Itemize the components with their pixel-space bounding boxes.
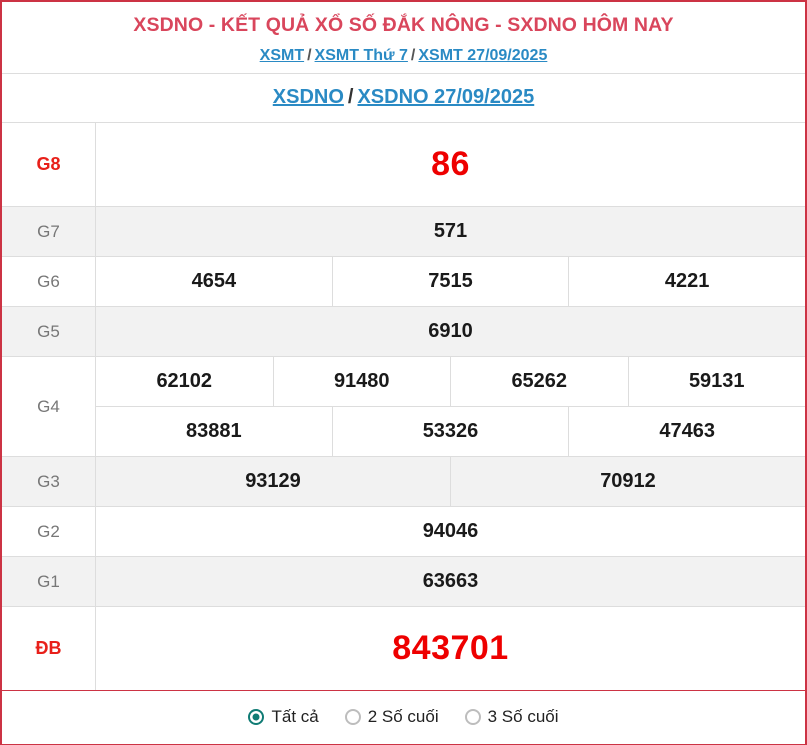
prize-label-g4: G4 (2, 356, 96, 457)
prize-value-line: 571 (96, 207, 805, 256)
prize-value-line: 62102 91480 65262 59131 (96, 357, 805, 407)
prize-values-g6: 4654 7515 4221 (95, 256, 805, 307)
prize-number[interactable]: 571 (433, 220, 468, 243)
sub-breadcrumb-row: XSDNO / XSDNO 27/09/2025 (2, 73, 805, 123)
prize-label-g3: G3 (2, 456, 96, 507)
prize-row-g7: G7 571 (2, 206, 805, 257)
prize-value-line: 843701 (96, 607, 805, 690)
radio-button-icon[interactable] (248, 709, 265, 726)
filter-radio-label: 3 Số cuối (487, 707, 559, 727)
prize-values-g7: 571 (95, 206, 805, 257)
prize-number[interactable]: 94046 (422, 520, 479, 543)
breadcrumb-sub-link-2[interactable]: XSDNO 27/09/2025 (357, 86, 535, 109)
prize-row-g2: G2 94046 (2, 506, 805, 557)
filter-radio-option-3[interactable]: 3 Số cuối (464, 707, 559, 727)
prize-row-g1: G1 63663 (2, 556, 805, 607)
filter-radio-label: 2 Số cuối (367, 707, 439, 727)
filter-radio-label: Tất cả (271, 707, 319, 727)
breadcrumb-top-link-1[interactable]: XSMT (259, 47, 305, 65)
prize-value-line: 83881 53326 47463 (96, 406, 805, 457)
breadcrumb-sub-link-1[interactable]: XSDNO (272, 86, 344, 109)
prize-row-g6: G6 4654 7515 4221 (2, 256, 805, 307)
filter-radio-option-1[interactable]: Tất cả (248, 707, 319, 727)
results-table: G8 86 G7 571 G6 4654 7515 4221 G5 6910 G4 62102 9148… (2, 122, 805, 691)
breadcrumb-top-separator: / (410, 47, 416, 65)
prize-label-g5: G5 (2, 306, 96, 357)
breadcrumb-top-separator: / (307, 47, 312, 65)
prize-value-line: 86 (96, 123, 805, 206)
prize-label-g6: G6 (2, 256, 96, 307)
prize-label-g1: G1 (2, 556, 96, 607)
prize-number[interactable]: 86 (431, 145, 470, 184)
prize-values-g2: 94046 (95, 506, 805, 557)
prize-number[interactable]: 83881 (96, 407, 333, 457)
prize-values-g1: 63663 (95, 556, 805, 607)
prize-number[interactable]: 6910 (428, 320, 473, 343)
prize-number[interactable]: 7515 (333, 257, 570, 307)
prize-number[interactable]: 65262 (451, 357, 629, 407)
prize-label-g8: G8 (2, 122, 96, 207)
prize-row-g8: G8 86 (2, 122, 805, 207)
prize-row-g4: G4 62102 91480 65262 59131 83881 53326 47463 (2, 356, 805, 457)
results-table-body: G8 86 G7 571 G6 4654 7515 4221 G5 6910 G4 62102 9148… (2, 122, 805, 691)
prize-number[interactable]: 70912 (600, 470, 656, 493)
prize-number[interactable]: 47463 (659, 420, 715, 443)
prize-value-line: 93129 70912 (96, 457, 805, 507)
breadcrumb-sub: XSDNO / XSDNO 27/09/2025 (10, 86, 797, 109)
prize-number[interactable]: 63663 (422, 570, 479, 593)
prize-values-g5: 6910 (95, 306, 805, 357)
prize-number[interactable]: 62102 (96, 357, 274, 407)
prize-number[interactable]: 4221 (664, 270, 710, 293)
digit-filter-bar: Tất cả 2 Số cuối 3 Số cuối (2, 690, 805, 745)
breadcrumb-sub-separator: / (347, 86, 354, 109)
prize-number[interactable]: 59131 (688, 370, 745, 393)
prize-number[interactable]: 93129 (96, 457, 451, 507)
prize-value-line: 4654 7515 4221 (96, 257, 805, 307)
radio-button-icon[interactable] (344, 709, 361, 726)
prize-label-đb: ĐB (2, 606, 96, 691)
breadcrumb-top: XSMT / XSMT Thứ 7/XSMT 27/09/2025 (10, 46, 797, 67)
prize-label-g2: G2 (2, 506, 96, 557)
breadcrumb-top-link-3[interactable]: XSMT 27/09/2025 (418, 47, 548, 65)
prize-number[interactable]: 843701 (392, 629, 509, 668)
prize-values-g8: 86 (95, 122, 805, 207)
prize-value-line: 6910 (96, 307, 805, 356)
page-title: XSDNO - KẾT QUẢ XỔ SỐ ĐẮK NÔNG - SXDNO H… (133, 14, 674, 36)
card-header: XSDNO - KẾT QUẢ XỔ SỐ ĐẮK NÔNG - SXDNO H… (2, 2, 805, 74)
radio-button-icon[interactable] (464, 709, 481, 726)
prize-number[interactable]: 53326 (333, 407, 570, 457)
prize-values-đb: 843701 (95, 606, 805, 691)
prize-number[interactable]: 91480 (274, 357, 451, 407)
prize-label-g7: G7 (2, 206, 96, 257)
prize-row-g5: G5 6910 (2, 306, 805, 357)
breadcrumb-top-link-2[interactable]: XSMT Thứ 7 (314, 47, 408, 65)
prize-values-g4: 62102 91480 65262 59131 83881 53326 47463 (95, 356, 805, 457)
prize-row-đb: ĐB 843701 (2, 606, 805, 691)
prize-value-line: 63663 (96, 557, 805, 606)
prize-row-g3: G3 93129 70912 (2, 456, 805, 507)
prize-values-g3: 93129 70912 (95, 456, 805, 507)
prize-value-line: 94046 (96, 507, 805, 556)
prize-number[interactable]: 4654 (96, 257, 333, 307)
filter-radio-option-2[interactable]: 2 Số cuối (344, 707, 439, 727)
